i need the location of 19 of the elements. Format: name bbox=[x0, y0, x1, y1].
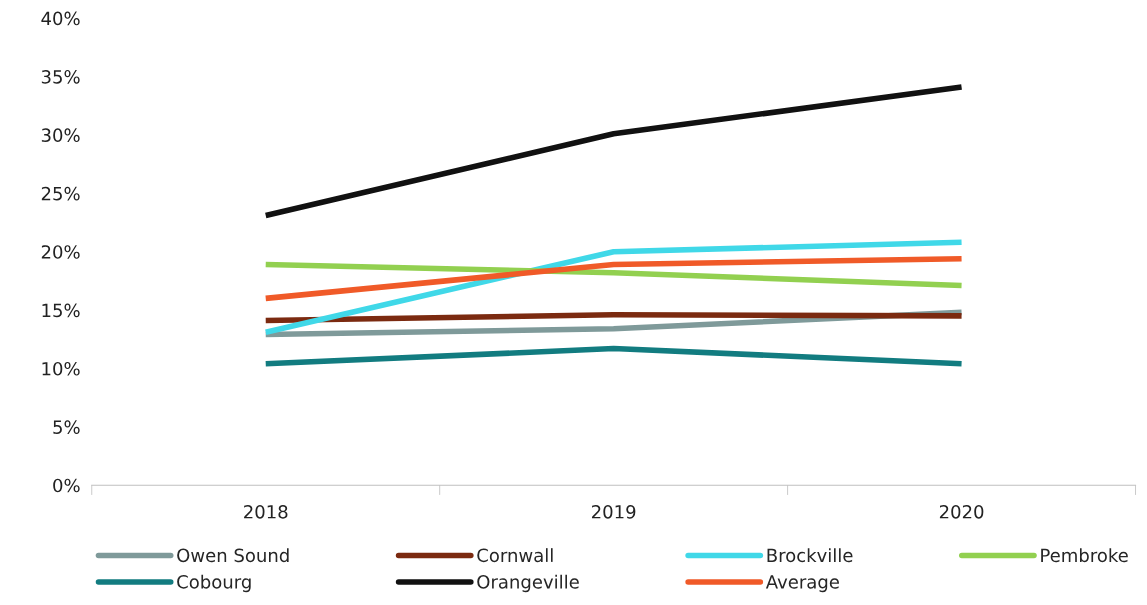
y-tick-label: 10% bbox=[42, 361, 80, 376]
x-tick-label: 2018 bbox=[244, 504, 288, 519]
y-tick-label: 25% bbox=[41, 186, 80, 201]
y-tick-label: 0% bbox=[53, 478, 80, 493]
legend-label: Cobourg bbox=[177, 574, 251, 593]
legend-label: Pembroke bbox=[1041, 548, 1128, 563]
y-tick-label: 30% bbox=[41, 128, 80, 143]
legend-label: Owen Sound bbox=[177, 548, 289, 563]
y-tick-label: 5% bbox=[53, 420, 80, 434]
x-tick-label: 2019 bbox=[591, 504, 636, 519]
legend-label: Average bbox=[765, 575, 839, 593]
legend-label: Brockville bbox=[767, 548, 853, 563]
y-tick-label: 40% bbox=[41, 11, 80, 26]
y-tick-label: 15% bbox=[42, 303, 80, 318]
legend-label: Orangeville bbox=[477, 574, 579, 593]
x-tick-label: 2020 bbox=[939, 504, 984, 519]
legend-label: Cornwall bbox=[477, 548, 553, 563]
y-tick-label: 35% bbox=[41, 69, 80, 84]
y-tick-label: 20% bbox=[41, 245, 80, 259]
